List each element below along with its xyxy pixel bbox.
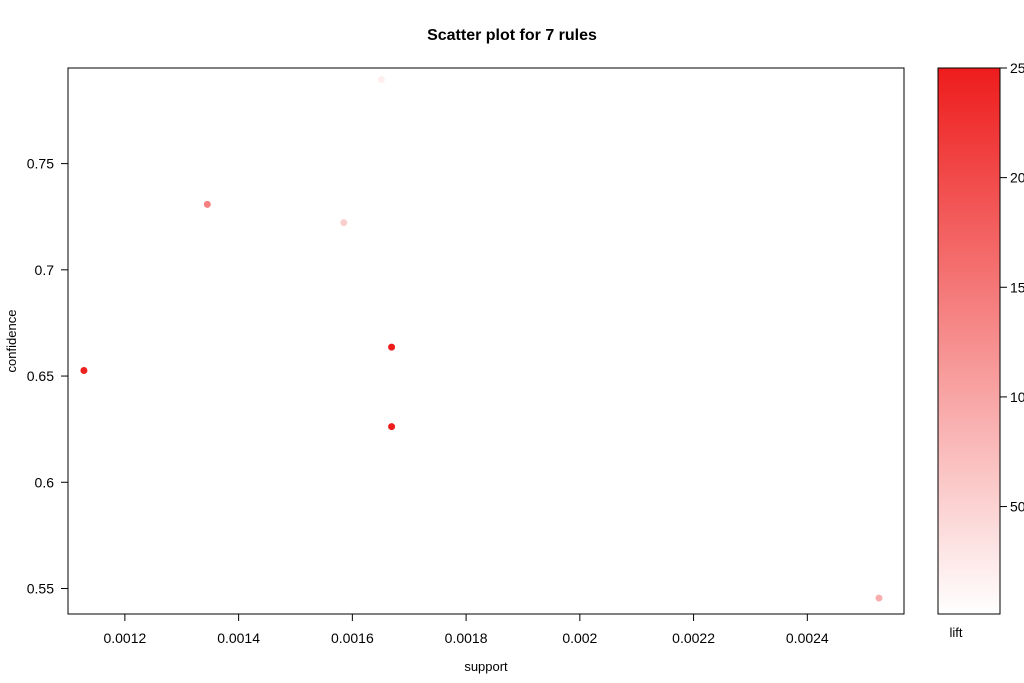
y-tick-label: 0.55 [27,581,54,597]
y-tick-label: 0.65 [27,368,54,384]
x-tick-label: 0.0012 [103,630,146,646]
y-tick-label: 0.7 [35,262,55,278]
color-bar-title: lift [950,625,963,640]
y-tick-label: 0.6 [35,474,55,490]
x-tick-label: 0.0016 [331,630,374,646]
y-tick-label: 0.75 [27,156,54,172]
color-bar-tick-label: 200 [1010,170,1024,186]
y-axis-title: confidence [4,310,19,373]
color-bar-tick-label: 150 [1010,279,1024,295]
x-tick-label: 0.0024 [786,630,829,646]
x-tick-label: 0.002 [562,630,597,646]
chart-title: Scatter plot for 7 rules [427,27,597,44]
color-bar-tick-label: 100 [1010,389,1024,405]
color-bar-axis: 50 100 150 200 250 [1000,60,1024,515]
rule-point [377,76,385,84]
rule-point [340,219,348,227]
lift-color-bar [937,67,1001,615]
x-axis-title: support [464,659,508,674]
x-tick-label: 0.0018 [445,630,488,646]
rule-point [388,423,396,431]
color-bar-tick-label: 50 [1010,499,1024,515]
y-axis: 0.55 0.6 0.65 0.7 0.75 [27,156,68,597]
x-tick-label: 0.0022 [672,630,715,646]
rule-point [875,594,883,602]
rule-point [203,200,211,208]
x-axis: 0.0012 0.0014 0.0016 0.0018 0.002 0.0022 0.002… [103,614,829,646]
data-points [80,76,883,602]
x-tick-label: 0.0014 [217,630,260,646]
rule-point [388,343,396,351]
rule-point [80,367,88,375]
plot-frame [67,67,905,615]
color-bar-tick-label: 250 [1010,60,1024,76]
